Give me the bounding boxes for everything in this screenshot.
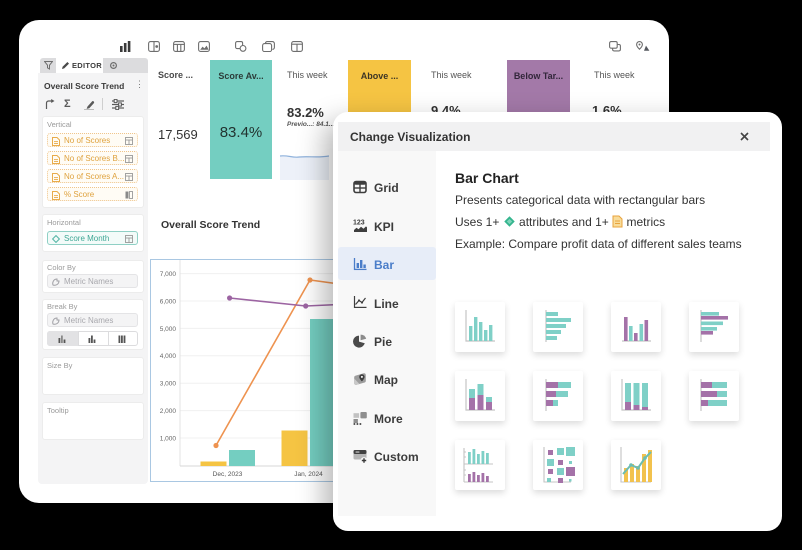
svg-text:4,000: 4,000 <box>160 353 177 360</box>
svg-text:6,000: 6,000 <box>160 298 177 305</box>
svg-text:7,000: 7,000 <box>160 271 177 278</box>
svg-text:Jan, 2024: Jan, 2024 <box>294 471 323 478</box>
svg-text:2,000: 2,000 <box>160 408 177 415</box>
svg-text:123: 123 <box>353 220 365 227</box>
svg-text:5,000: 5,000 <box>160 326 177 333</box>
svg-text:3,000: 3,000 <box>160 381 177 388</box>
svg-text:1,000: 1,000 <box>160 435 177 442</box>
svg-text:Dec, 2023: Dec, 2023 <box>213 471 243 478</box>
